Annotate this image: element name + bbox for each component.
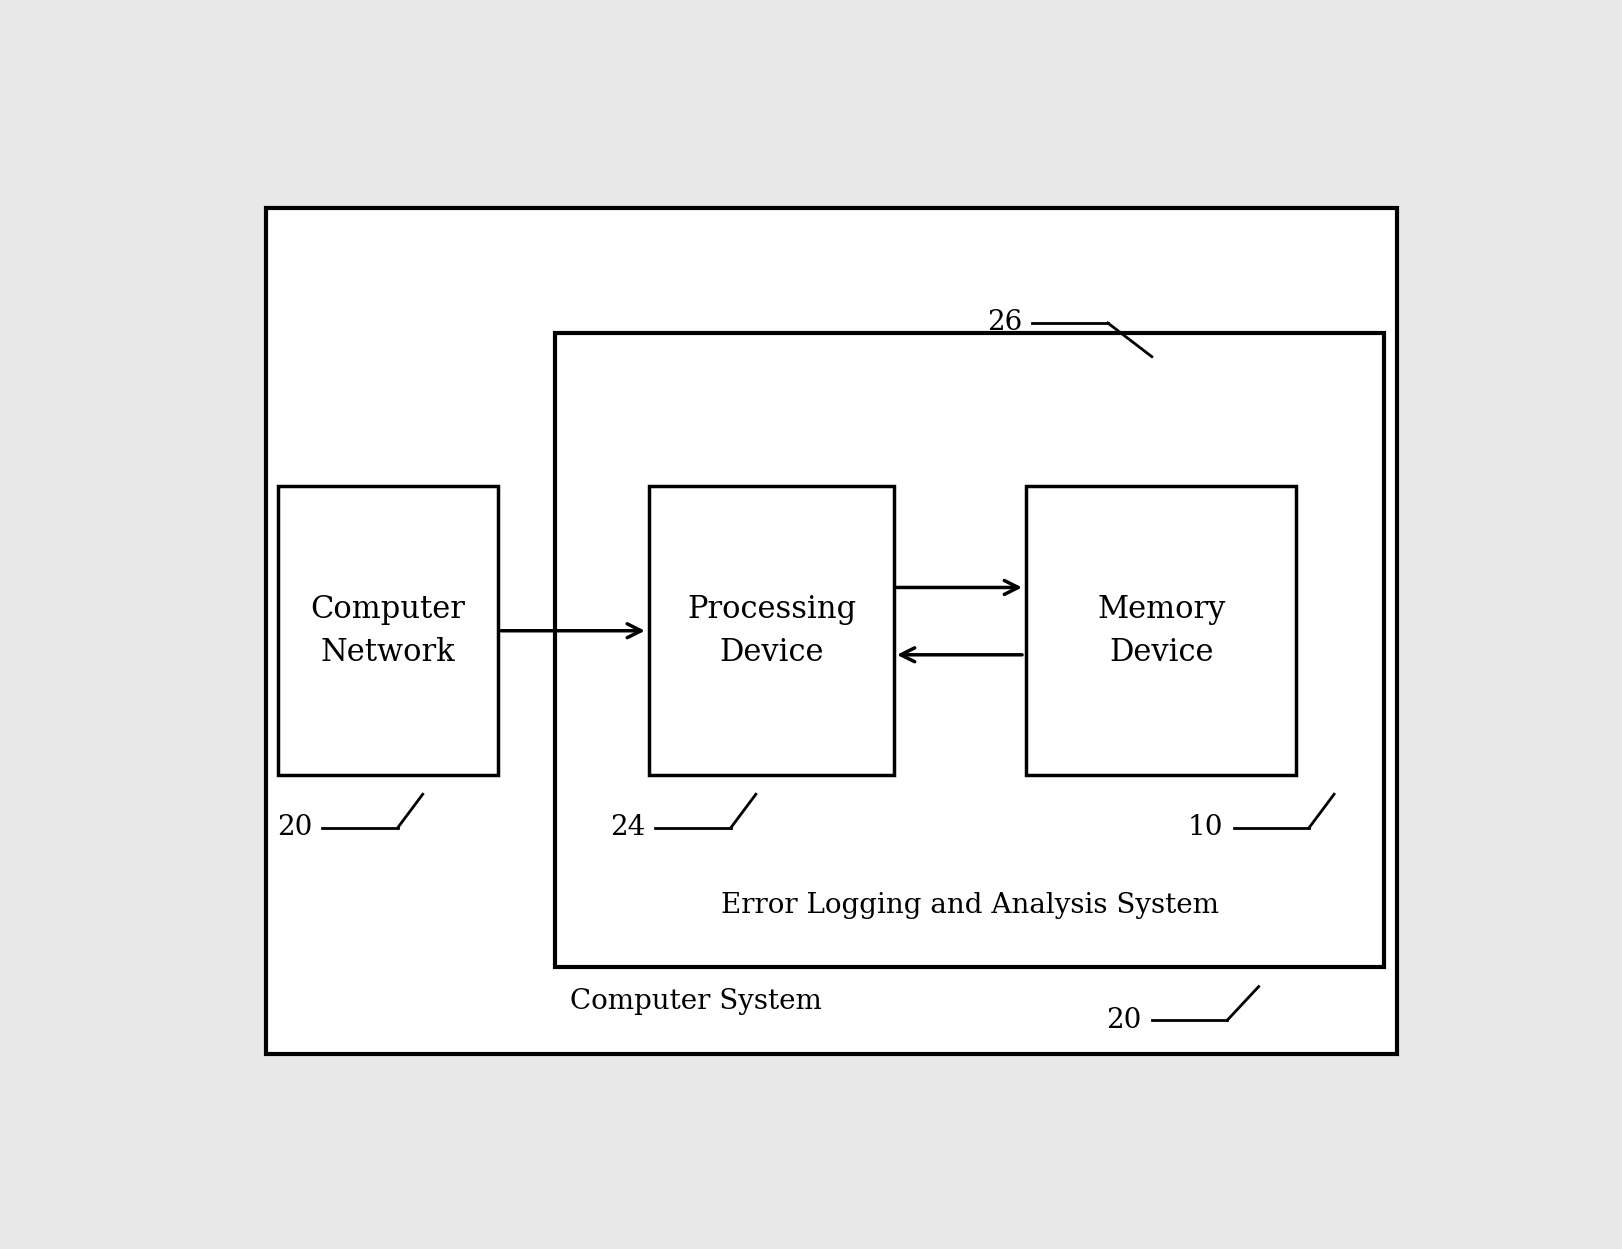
Text: 26: 26 bbox=[988, 310, 1022, 336]
Bar bbox=[1027, 487, 1296, 774]
Bar bbox=[555, 332, 1385, 967]
Bar bbox=[266, 207, 1397, 1054]
Text: Processing
Device: Processing Device bbox=[688, 593, 856, 668]
Text: Memory
Device: Memory Device bbox=[1096, 593, 1226, 668]
Text: 10: 10 bbox=[1187, 814, 1223, 842]
Text: 20: 20 bbox=[1106, 1007, 1142, 1034]
Text: 24: 24 bbox=[610, 814, 646, 842]
Text: Error Logging and Analysis System: Error Logging and Analysis System bbox=[720, 892, 1218, 919]
Text: Computer System: Computer System bbox=[569, 988, 821, 1015]
Bar bbox=[649, 487, 894, 774]
Text: 20: 20 bbox=[277, 814, 311, 842]
Bar bbox=[279, 487, 498, 774]
Text: Computer
Network: Computer Network bbox=[311, 593, 466, 668]
